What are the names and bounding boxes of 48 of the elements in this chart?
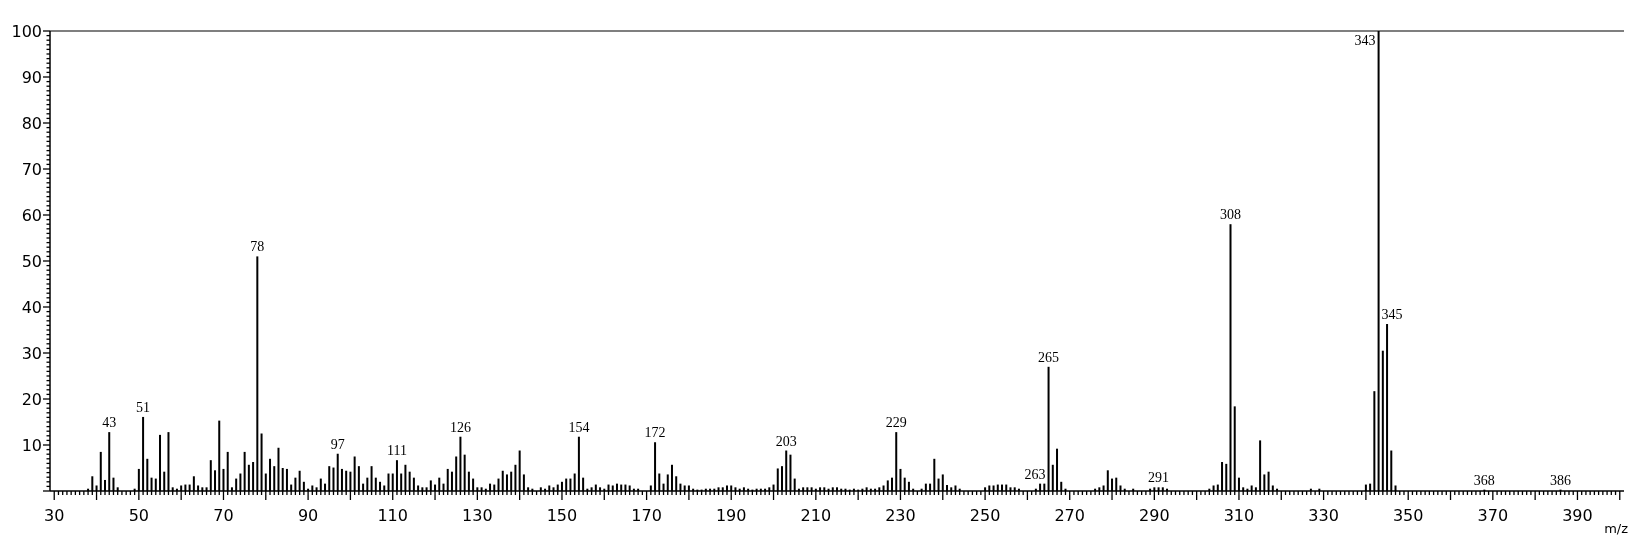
- annotation: 263: [1024, 466, 1046, 482]
- x-tick-label: 290: [1139, 506, 1170, 525]
- x-tick-label: 170: [631, 506, 662, 525]
- annotation: 386: [1550, 472, 1572, 488]
- x-tick-label: 350: [1392, 506, 1424, 525]
- annotation: 78: [250, 239, 265, 255]
- y-tick-label: 80: [21, 113, 42, 133]
- annotation: 51: [136, 399, 151, 415]
- annotation: 154: [568, 419, 590, 435]
- y-tick-label: 50: [21, 251, 42, 271]
- annotation: 265: [1038, 349, 1060, 365]
- annotation: 345: [1381, 307, 1403, 323]
- y-tick-label: 100: [11, 21, 42, 41]
- y-tick-label: 90: [21, 67, 42, 87]
- x-tick-label: 150: [546, 506, 578, 525]
- annotation: 111: [386, 443, 407, 459]
- y-tick-label: 60: [21, 205, 42, 225]
- x-tick-label: 210: [800, 506, 832, 525]
- y-tick-label: 30: [21, 343, 42, 363]
- x-tick-label: 70: [213, 506, 234, 525]
- x-tick-label: 50: [128, 506, 150, 525]
- x-tick-label: 230: [885, 506, 916, 525]
- annotation: 368: [1473, 472, 1495, 488]
- x-axis-title: m/z: [1604, 521, 1629, 536]
- x-tick-label: 370: [1477, 506, 1509, 525]
- annotation: 126: [449, 419, 471, 435]
- annotation: 43: [102, 415, 117, 431]
- x-tick-label: 270: [1054, 506, 1085, 525]
- x-tick-label: 130: [462, 506, 493, 525]
- annotation: 229: [885, 415, 907, 431]
- x-tick-label: 310: [1223, 506, 1255, 525]
- y-tick-label: 20: [21, 389, 42, 409]
- x-tick-label: 90: [297, 506, 319, 525]
- x-tick-label: 190: [715, 506, 747, 525]
- y-tick-label: 10: [21, 435, 42, 455]
- x-tick-label: 110: [377, 506, 408, 525]
- y-tick-label: 40: [21, 297, 42, 317]
- y-tick-label: 70: [21, 159, 42, 179]
- x-tick-label: 30: [44, 506, 65, 525]
- annotation: 97: [330, 436, 345, 452]
- annotation: 203: [775, 433, 797, 449]
- annotation: 291: [1148, 470, 1170, 486]
- annotation: 308: [1220, 207, 1241, 223]
- annotation: 172: [644, 425, 666, 441]
- x-tick-label: 390: [1562, 506, 1593, 525]
- x-tick-label: 330: [1308, 506, 1339, 525]
- x-tick-label: 250: [969, 506, 1001, 525]
- annotation: 343: [1354, 33, 1376, 48]
